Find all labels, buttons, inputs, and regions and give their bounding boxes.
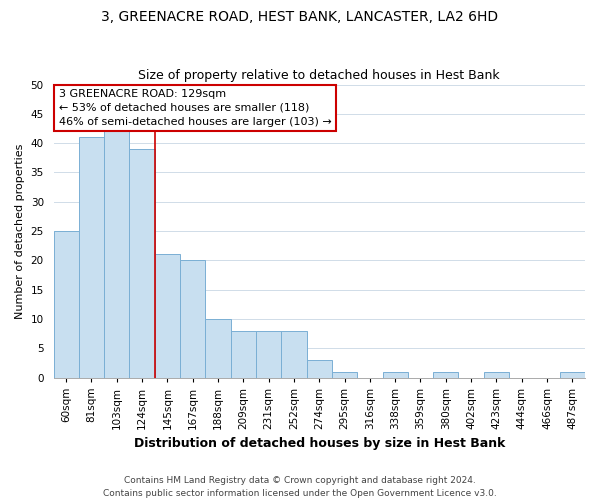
- X-axis label: Distribution of detached houses by size in Hest Bank: Distribution of detached houses by size …: [134, 437, 505, 450]
- Bar: [383, 372, 408, 378]
- Bar: [180, 260, 205, 378]
- Bar: [155, 254, 180, 378]
- Bar: [332, 372, 357, 378]
- Bar: [104, 132, 130, 378]
- Bar: [79, 138, 104, 378]
- Bar: [256, 330, 281, 378]
- Text: 3 GREENACRE ROAD: 129sqm
← 53% of detached houses are smaller (118)
46% of semi-: 3 GREENACRE ROAD: 129sqm ← 53% of detach…: [59, 89, 332, 127]
- Bar: [560, 372, 585, 378]
- Bar: [307, 360, 332, 378]
- Bar: [484, 372, 509, 378]
- Bar: [281, 330, 307, 378]
- Text: 3, GREENACRE ROAD, HEST BANK, LANCASTER, LA2 6HD: 3, GREENACRE ROAD, HEST BANK, LANCASTER,…: [101, 10, 499, 24]
- Y-axis label: Number of detached properties: Number of detached properties: [15, 144, 25, 318]
- Bar: [205, 319, 230, 378]
- Bar: [53, 231, 79, 378]
- Bar: [230, 330, 256, 378]
- Bar: [433, 372, 458, 378]
- Title: Size of property relative to detached houses in Hest Bank: Size of property relative to detached ho…: [139, 69, 500, 82]
- Text: Contains HM Land Registry data © Crown copyright and database right 2024.
Contai: Contains HM Land Registry data © Crown c…: [103, 476, 497, 498]
- Bar: [130, 149, 155, 378]
